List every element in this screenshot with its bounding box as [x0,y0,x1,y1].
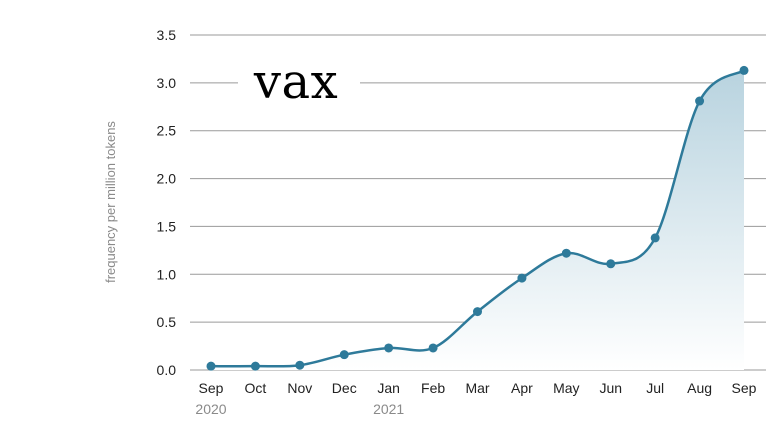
data-point [428,343,438,353]
x-tick-label: Jul [646,380,664,396]
data-point [250,361,260,371]
x-tick-label: Aug [687,380,712,396]
data-point [650,233,660,243]
x-axis-ticks: Sep Oct Nov Dec Jan Feb Mar Apr May Jun Jul Aug Sep [199,380,757,396]
data-point [561,248,571,258]
year-labels: 2020 2021 [195,401,404,417]
data-point [606,259,616,269]
data-point [695,96,705,106]
x-tick-label: Oct [245,380,267,396]
data-points [206,65,749,371]
y-tick-label: 2.0 [157,171,177,187]
data-point [517,273,527,283]
year-label: 2020 [195,401,226,417]
data-point [339,350,349,360]
x-tick-label: Feb [421,380,445,396]
y-tick-label: 0.0 [157,362,177,378]
data-point [473,307,482,317]
x-tick-label: Dec [332,380,357,396]
area-fill [211,70,744,371]
y-axis-label: frequency per million tokens [103,121,118,283]
y-tick-label: 1.0 [157,266,177,282]
x-tick-label: May [553,380,579,396]
area-fill-path [211,70,744,371]
data-point [384,343,394,353]
data-point [739,65,749,75]
y-tick-label: 3.0 [157,75,177,91]
x-tick-label: Sep [732,380,757,396]
data-point [206,361,216,371]
y-tick-label: 2.5 [157,123,177,139]
y-tick-label: 0.5 [157,314,177,330]
data-point [295,360,305,370]
x-tick-label: Nov [287,380,312,396]
y-tick-label: 3.5 [157,27,177,43]
y-axis-ticks: 0.0 0.5 1.0 1.5 2.0 2.5 3.0 3.5 [157,27,177,378]
year-label: 2021 [373,401,404,417]
x-tick-label: Jan [377,380,400,396]
y-tick-label: 1.5 [157,218,177,234]
chart-title: vax [253,54,338,110]
x-tick-label: Jun [599,380,622,396]
x-tick-label: Apr [511,380,533,396]
x-tick-label: Sep [199,380,224,396]
x-tick-label: Mar [465,380,489,396]
title-background [238,52,360,114]
